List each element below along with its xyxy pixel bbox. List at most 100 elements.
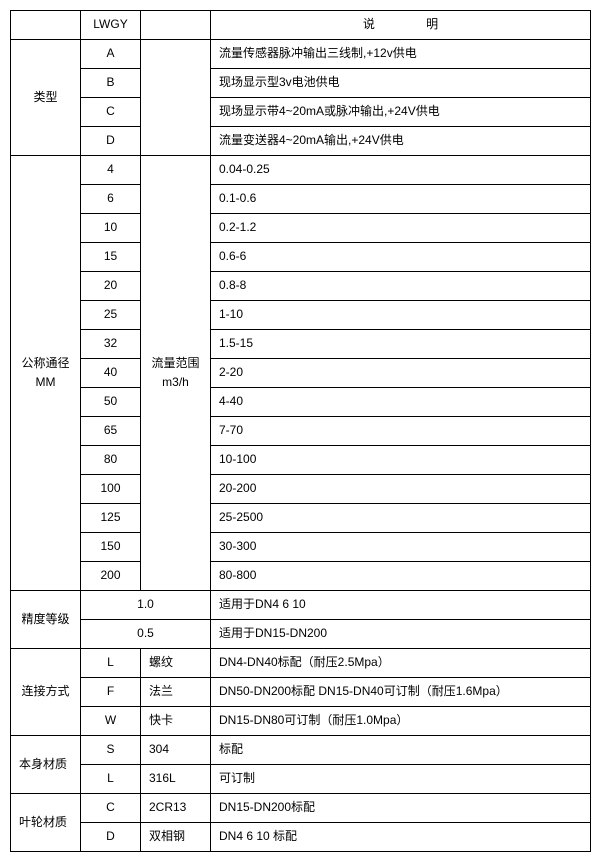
nominal-row: 80 10-100 <box>11 446 591 475</box>
nominal-dn: 50 <box>81 388 141 417</box>
nominal-row: 15 0.6-6 <box>11 243 591 272</box>
type-desc: 现场显示型3v电池供电 <box>211 69 591 98</box>
type-code: C <box>81 98 141 127</box>
connection-row: W 快卡 DN15-DN80可订制（耐压1.0Mpa） <box>11 707 591 736</box>
nominal-dn: 20 <box>81 272 141 301</box>
impeller-name: 2CR13 <box>141 794 211 823</box>
nominal-row: 100.2-1.2 <box>11 214 591 243</box>
connection-row: 连接方式 L 螺纹 DN4-DN40标配（耐压2.5Mpa） <box>11 649 591 678</box>
body-desc: 标配 <box>211 736 591 765</box>
range-label-2: m3/h <box>147 373 204 392</box>
nominal-dn: 150 <box>81 533 141 562</box>
accuracy-val: 0.5 <box>81 620 211 649</box>
nominal-dn: 6 <box>81 185 141 214</box>
connection-desc: DN50-DN200标配 DN15-DN40可订制（耐压1.6Mpa） <box>211 678 591 707</box>
nominal-dn: 32 <box>81 330 141 359</box>
impeller-desc: DN4 6 10 标配 <box>211 823 591 852</box>
type-desc: 流量变送器4~20mA输出,+24V供电 <box>211 127 591 156</box>
type-code: B <box>81 69 141 98</box>
nominal-range: 7-70 <box>211 417 591 446</box>
nominal-row: 公称通径 MM 4 流量范围 m3/h 0.04-0.25 <box>11 156 591 185</box>
accuracy-desc: 适用于DN15-DN200 <box>211 620 591 649</box>
nominal-range: 1.5-15 <box>211 330 591 359</box>
nominal-dn: 100 <box>81 475 141 504</box>
connection-code: W <box>81 707 141 736</box>
body-code: S <box>81 736 141 765</box>
connection-row: F 法兰 DN50-DN200标配 DN15-DN40可订制（耐压1.6Mpa） <box>11 678 591 707</box>
nominal-range: 0.8-8 <box>211 272 591 301</box>
nominal-range: 0.04-0.25 <box>211 156 591 185</box>
connection-label: 连接方式 <box>11 649 81 736</box>
nominal-dn: 200 <box>81 562 141 591</box>
body-row: L 316L 可订制 <box>11 765 591 794</box>
impeller-label: 叶轮材质 <box>11 794 81 852</box>
type-label: 类型 <box>11 40 81 156</box>
spec-table: LWGY 说 明 类型 A 流量传感器脉冲输出三线制,+12v供电 B 现场显示… <box>10 10 591 852</box>
nominal-row: 20 0.8-8 <box>11 272 591 301</box>
type-row: D 流量变送器4~20mA输出,+24V供电 <box>11 127 591 156</box>
nominal-row: 504-40 <box>11 388 591 417</box>
nominal-range: 1-10 <box>211 301 591 330</box>
nominal-row: 32 1.5-15 <box>11 330 591 359</box>
body-label: 本身材质 <box>11 736 81 794</box>
type-desc: 现场显示带4~20mA或脉冲输出,+24V供电 <box>211 98 591 127</box>
impeller-desc: DN15-DN200标配 <box>211 794 591 823</box>
nominal-row: 40 2-20 <box>11 359 591 388</box>
type-row: B 现场显示型3v电池供电 <box>11 69 591 98</box>
nominal-label-2: MM <box>17 373 74 392</box>
nominal-row: 251-10 <box>11 301 591 330</box>
body-name: 304 <box>141 736 211 765</box>
header-row: LWGY 说 明 <box>11 11 591 40</box>
accuracy-row: 0.5 适用于DN15-DN200 <box>11 620 591 649</box>
range-label-1: 流量范围 <box>147 354 204 373</box>
type-row: 类型 A 流量传感器脉冲输出三线制,+12v供电 <box>11 40 591 69</box>
impeller-row: 叶轮材质 C 2CR13 DN15-DN200标配 <box>11 794 591 823</box>
nominal-row: 125 25-2500 <box>11 504 591 533</box>
accuracy-row: 精度等级 1.0 适用于DN4 6 10 <box>11 591 591 620</box>
nominal-dn: 4 <box>81 156 141 185</box>
nominal-dn: 10 <box>81 214 141 243</box>
connection-code: L <box>81 649 141 678</box>
nominal-dn: 40 <box>81 359 141 388</box>
nominal-range: 80-800 <box>211 562 591 591</box>
type-code: A <box>81 40 141 69</box>
nominal-range: 20-200 <box>211 475 591 504</box>
nominal-range: 10-100 <box>211 446 591 475</box>
type-desc: 流量传感器脉冲输出三线制,+12v供电 <box>211 40 591 69</box>
header-blank2 <box>141 11 211 40</box>
body-row: 本身材质 S 304 标配 <box>11 736 591 765</box>
nominal-range: 30-300 <box>211 533 591 562</box>
nominal-dn: 125 <box>81 504 141 533</box>
type-blank <box>141 40 211 156</box>
accuracy-desc: 适用于DN4 6 10 <box>211 591 591 620</box>
type-code: D <box>81 127 141 156</box>
nominal-row: 150 30-300 <box>11 533 591 562</box>
body-desc: 可订制 <box>211 765 591 794</box>
impeller-row: D 双相钢 DN4 6 10 标配 <box>11 823 591 852</box>
connection-name: 螺纹 <box>141 649 211 678</box>
nominal-range: 0.1-0.6 <box>211 185 591 214</box>
nominal-label-1: 公称通径 <box>17 354 74 373</box>
nominal-range: 25-2500 <box>211 504 591 533</box>
impeller-code: D <box>81 823 141 852</box>
body-name: 316L <box>141 765 211 794</box>
nominal-dn: 80 <box>81 446 141 475</box>
accuracy-val: 1.0 <box>81 591 211 620</box>
connection-name: 法兰 <box>141 678 211 707</box>
nominal-dn: 65 <box>81 417 141 446</box>
nominal-range: 2-20 <box>211 359 591 388</box>
nominal-row: 100 20-200 <box>11 475 591 504</box>
nominal-label: 公称通径 MM <box>11 156 81 591</box>
body-code: L <box>81 765 141 794</box>
type-row: C 现场显示带4~20mA或脉冲输出,+24V供电 <box>11 98 591 127</box>
nominal-row: 6 0.1-0.6 <box>11 185 591 214</box>
impeller-code: C <box>81 794 141 823</box>
connection-desc: DN4-DN40标配（耐压2.5Mpa） <box>211 649 591 678</box>
connection-code: F <box>81 678 141 707</box>
range-label: 流量范围 m3/h <box>141 156 211 591</box>
nominal-dn: 15 <box>81 243 141 272</box>
nominal-row: 200 80-800 <box>11 562 591 591</box>
nominal-range: 0.6-6 <box>211 243 591 272</box>
connection-name: 快卡 <box>141 707 211 736</box>
header-desc: 说 明 <box>211 11 591 40</box>
